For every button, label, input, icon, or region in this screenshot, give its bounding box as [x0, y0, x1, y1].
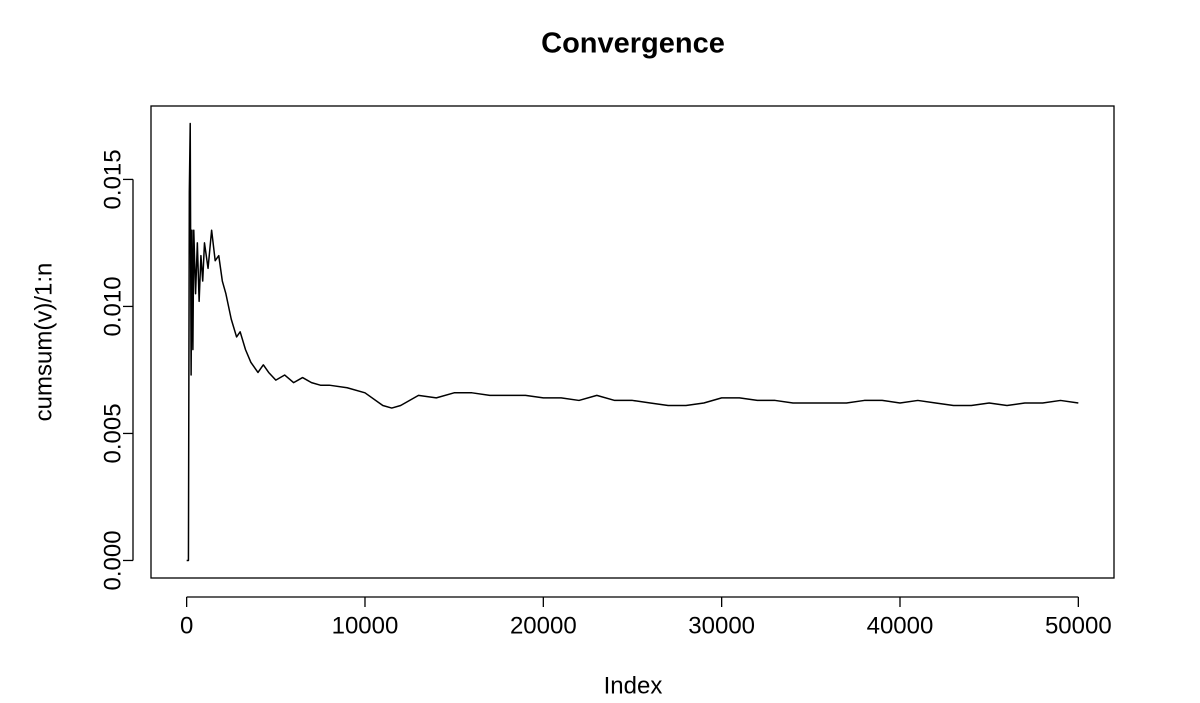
y-tick-label: 0.000 — [99, 530, 126, 590]
data-line — [186, 122, 1079, 562]
x-tick-label: 40000 — [867, 612, 934, 639]
x-axis-label: Index — [604, 672, 663, 699]
x-tick-label: 50000 — [1045, 612, 1112, 639]
plot-box — [150, 105, 1115, 579]
y-tick-label: 0.005 — [99, 403, 126, 463]
x-tick-label: 30000 — [688, 612, 755, 639]
chart-title: Convergence — [541, 28, 725, 60]
y-tick-label: 0.010 — [99, 276, 126, 336]
y-axis-label: cumsum(v)/1:n — [30, 263, 57, 422]
y-tick-label: 0.015 — [99, 149, 126, 209]
x-tick-label: 10000 — [332, 612, 399, 639]
x-tick-label: 0 — [180, 612, 193, 639]
x-tick-label: 20000 — [510, 612, 577, 639]
